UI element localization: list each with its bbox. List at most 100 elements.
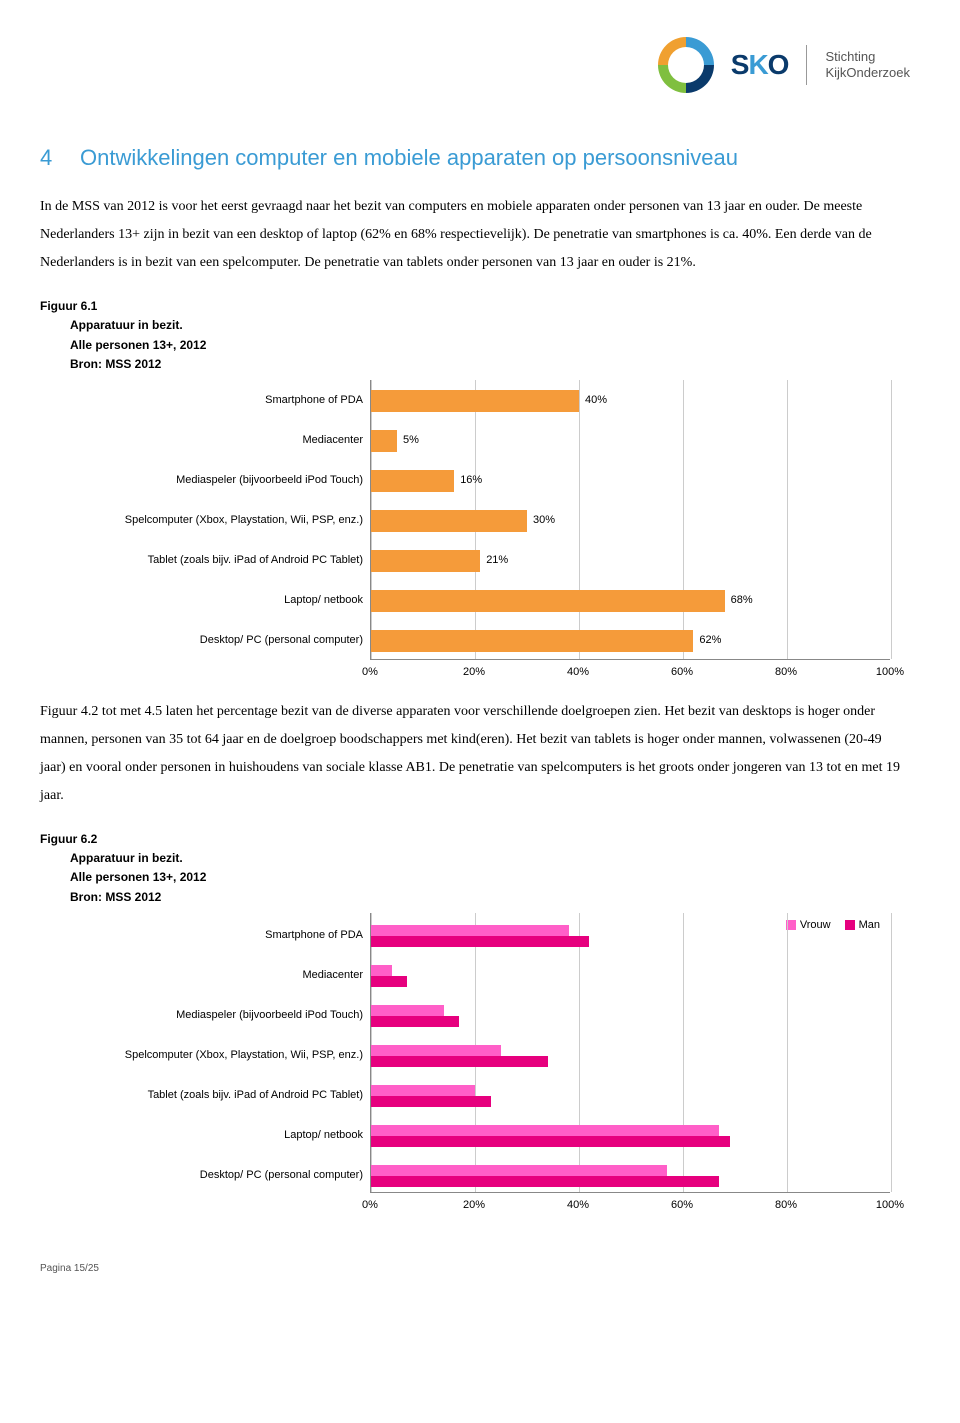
bar-vrouw — [371, 965, 392, 976]
bar — [371, 590, 725, 612]
x-tick-label: 60% — [671, 1197, 693, 1215]
category-label: Mediaspeler (bijvoorbeeld iPod Touch) — [43, 472, 363, 490]
bar-value-label: 68% — [731, 592, 753, 610]
intro-paragraph: In de MSS van 2012 is voor het eerst gev… — [40, 193, 910, 277]
middle-paragraph: Figuur 4.2 tot met 4.5 laten het percent… — [40, 698, 910, 810]
bar-man — [371, 1136, 730, 1147]
x-tick-label: 0% — [362, 664, 378, 682]
header-logo: SKO Stichting KijkOnderzoek — [40, 30, 910, 100]
bar-value-label: 62% — [699, 632, 721, 650]
fig1-source: Bron: MSS 2012 — [70, 355, 910, 374]
legend-label-vrouw: Vrouw — [800, 917, 831, 935]
x-tick-label: 20% — [463, 1197, 485, 1215]
bar-vrouw — [371, 925, 569, 936]
category-label: Laptop/ netbook — [43, 592, 363, 610]
fig1-chart: Smartphone of PDA40%Mediacenter5%Mediasp… — [40, 380, 910, 678]
bar-man — [371, 1176, 719, 1187]
x-tick-label: 100% — [876, 664, 904, 682]
x-tick-label: 60% — [671, 664, 693, 682]
logo-k: K — [748, 49, 767, 80]
category-label: Desktop/ PC (personal computer) — [43, 632, 363, 650]
gridline — [579, 913, 580, 1192]
bar — [371, 470, 454, 492]
bar — [371, 430, 397, 452]
category-label: Smartphone of PDA — [43, 392, 363, 410]
bar-group: Desktop/ PC (personal computer) — [371, 1165, 719, 1187]
bar-value-label: 21% — [486, 552, 508, 570]
bar-row: Mediaspeler (bijvoorbeeld iPod Touch)16% — [371, 470, 482, 492]
legend-label-man: Man — [859, 917, 880, 935]
fig2-chart: Vrouw Man Smartphone of PDA Mediacenter Me… — [40, 913, 910, 1211]
bar-vrouw — [371, 1165, 667, 1176]
bar-row: Smartphone of PDA40% — [371, 390, 607, 412]
bar-value-label: 40% — [585, 392, 607, 410]
fig1-plot: Smartphone of PDA40%Mediacenter5%Mediasp… — [370, 380, 890, 660]
fig2-label: Figuur 6.2 — [40, 830, 910, 849]
bar-row: Laptop/ netbook68% — [371, 590, 753, 612]
fig1-sub: Alle personen 13+, 2012 — [70, 336, 910, 355]
x-tick-label: 40% — [567, 1197, 589, 1215]
page-footer: Pagina 15/25 — [40, 1261, 910, 1277]
x-tick-label: 80% — [775, 664, 797, 682]
bar-vrouw — [371, 1005, 444, 1016]
category-label: Laptop/ netbook — [43, 1127, 363, 1145]
bar-man — [371, 1096, 491, 1107]
bar-group: Tablet (zoals bijv. iPad of Android PC T… — [371, 1085, 491, 1107]
bar-group: Mediaspeler (bijvoorbeeld iPod Touch) — [371, 1005, 459, 1027]
bar — [371, 550, 480, 572]
category-label: Tablet (zoals bijv. iPad of Android PC T… — [43, 552, 363, 570]
legend-item-man: Man — [845, 917, 880, 935]
logo-divider — [806, 45, 807, 85]
logo-s: S — [731, 49, 749, 80]
gridline — [683, 913, 684, 1192]
bar-group: Mediacenter — [371, 965, 407, 987]
bar — [371, 510, 527, 532]
bar-row: Desktop/ PC (personal computer)62% — [371, 630, 721, 652]
bar-man — [371, 976, 407, 987]
logo-sub-line1: Stichting — [825, 49, 910, 65]
fig2-source: Bron: MSS 2012 — [70, 888, 910, 907]
gridline — [683, 380, 684, 659]
logo-text-sko: SKO — [731, 43, 789, 88]
category-label: Mediacenter — [43, 432, 363, 450]
x-tick-label: 0% — [362, 1197, 378, 1215]
legend-item-vrouw: Vrouw — [786, 917, 831, 935]
bar-group: Smartphone of PDA — [371, 925, 589, 947]
bar — [371, 390, 579, 412]
bar-vrouw — [371, 1085, 475, 1096]
bar-man — [371, 936, 589, 947]
category-label: Tablet (zoals bijv. iPad of Android PC T… — [43, 1087, 363, 1105]
fig2-sub: Alle personen 13+, 2012 — [70, 868, 910, 887]
legend-swatch-man — [845, 920, 855, 930]
bar-man — [371, 1016, 459, 1027]
fig2-title: Apparatuur in bezit. — [70, 849, 910, 868]
fig1-xticks: 0%20%40%60%80%100% — [370, 660, 890, 678]
category-label: Spelcomputer (Xbox, Playstation, Wii, PS… — [43, 1047, 363, 1065]
logo-subtitle: Stichting KijkOnderzoek — [825, 49, 910, 80]
gridline — [891, 380, 892, 659]
bar — [371, 630, 693, 652]
category-label: Desktop/ PC (personal computer) — [43, 1167, 363, 1185]
section-title: 4Ontwikkelingen computer en mobiele appa… — [40, 140, 910, 175]
section-title-text: Ontwikkelingen computer en mobiele appar… — [80, 145, 738, 170]
gridline — [579, 380, 580, 659]
bar-group: Laptop/ netbook — [371, 1125, 730, 1147]
x-tick-label: 100% — [876, 1197, 904, 1215]
bar-group: Spelcomputer (Xbox, Playstation, Wii, PS… — [371, 1045, 548, 1067]
bar-row: Spelcomputer (Xbox, Playstation, Wii, PS… — [371, 510, 555, 532]
x-tick-label: 80% — [775, 1197, 797, 1215]
gridline — [787, 380, 788, 659]
bar-value-label: 16% — [460, 472, 482, 490]
gridline — [891, 913, 892, 1192]
fig1-title: Apparatuur in bezit. — [70, 316, 910, 335]
category-label: Mediaspeler (bijvoorbeeld iPod Touch) — [43, 1007, 363, 1025]
fig2-xticks: 0%20%40%60%80%100% — [370, 1193, 890, 1211]
bar-value-label: 5% — [403, 432, 419, 450]
logo-sub-line2: KijkOnderzoek — [825, 65, 910, 81]
gridline — [787, 913, 788, 1192]
bar-man — [371, 1056, 548, 1067]
logo-o: O — [768, 49, 789, 80]
x-tick-label: 20% — [463, 664, 485, 682]
bar-vrouw — [371, 1045, 501, 1056]
logo-ring-icon — [651, 30, 721, 100]
